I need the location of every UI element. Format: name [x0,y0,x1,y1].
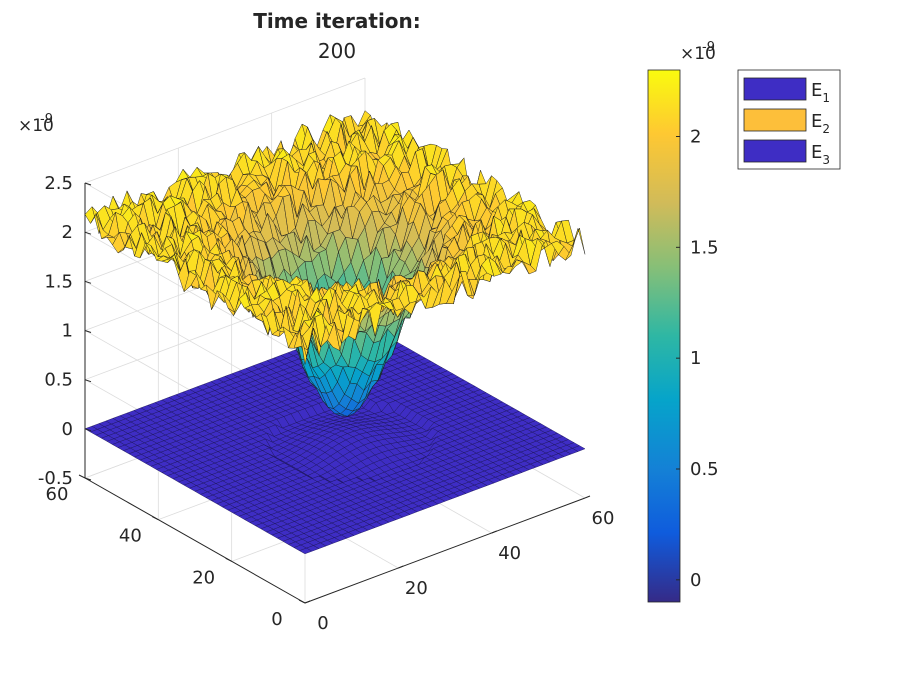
x-tick-mark [398,565,404,569]
legend-swatch-e3 [743,139,807,163]
legend-label-e2: E2 [811,111,830,136]
z-tick-label: 2 [62,222,73,243]
y-tick-mark [225,557,232,562]
surface-plots [84,110,586,555]
y-tick-label: 0 [271,609,282,630]
colorbar [647,69,681,603]
x-tick-mark [584,495,591,499]
z-tick-mark [84,231,92,235]
chart-title-line2: 200 [318,39,356,63]
legend-swatch-e2 [743,108,807,132]
z-tick-mark [84,428,92,432]
colorbar-tick-label: 1 [690,348,701,369]
x-tick-mark [304,600,311,604]
x-tick-label: 20 [405,578,428,599]
z-tick-mark [84,182,92,186]
colorbar-ticks: 0 0.5 1 1.5 2 [676,127,719,591]
y-tick-label: 40 [119,526,142,547]
chart-title-line1: Time iteration: [253,9,421,33]
x-tick-mark [491,530,497,534]
y-axis-line [84,477,306,604]
z-tick-label: -0.5 [38,468,73,489]
surface-patch [571,445,586,452]
colorbar-tick-label: 2 [690,127,701,148]
colorbar-tick-label: 0 [690,570,701,591]
z-tick-label: 0.5 [44,370,73,391]
y-tick-mark [298,599,306,604]
z-exponent-power: -9 [40,112,53,127]
z-exponent-base: ×10 [18,116,54,136]
legend-label-e3: E3 [811,142,830,167]
surface-e2 [84,110,586,417]
x-axis-line [304,497,586,604]
colorbar-tick-label: 0.5 [690,459,719,480]
y-tick-mark [152,516,159,521]
x-tick-label: 40 [498,543,521,564]
y-tick-mark [78,474,86,479]
legend-swatch-e1 [743,77,807,101]
y-tick-label: 20 [192,567,215,588]
y-tick-label: 60 [46,484,69,505]
legend-label-e1: E1 [811,80,830,105]
x-tick-label: 0 [317,613,328,634]
colorbar-tick-label: 1.5 [690,237,719,258]
colorbar-exponent-base: ×10 [680,44,716,64]
z-tick-label: 2.5 [44,173,73,194]
z-tick-mark [84,280,92,284]
z-tick-label: 1 [62,321,73,342]
z-tick-label: 0 [62,419,73,440]
z-tick-label: 1.5 [44,271,73,292]
z-tick-mark [84,477,92,481]
colorbar-exponent-power: -9 [702,40,715,55]
x-tick-label: 60 [592,508,615,529]
legend: E1 E2 E3 [737,69,841,170]
surface-patch [572,227,586,255]
z-tick-mark [84,330,92,333]
z-tick-mark [84,379,92,383]
surface-e1-e3 [84,323,586,555]
